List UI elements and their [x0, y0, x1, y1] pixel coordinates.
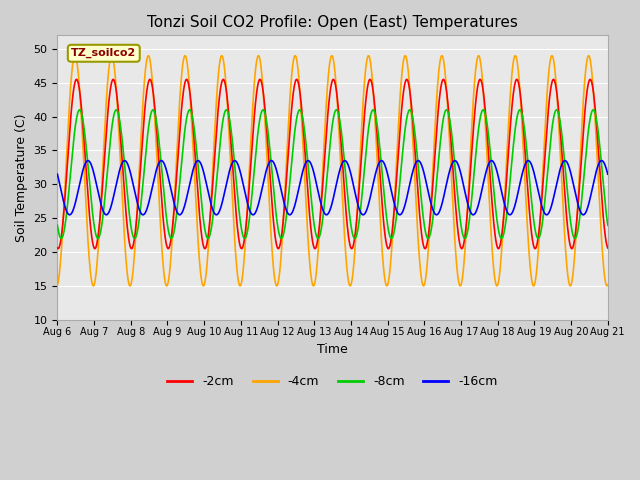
Legend: -2cm, -4cm, -8cm, -16cm: -2cm, -4cm, -8cm, -16cm: [163, 370, 502, 393]
X-axis label: Time: Time: [317, 343, 348, 356]
Text: TZ_soilco2: TZ_soilco2: [71, 48, 136, 59]
Y-axis label: Soil Temperature (C): Soil Temperature (C): [15, 113, 28, 242]
Title: Tonzi Soil CO2 Profile: Open (East) Temperatures: Tonzi Soil CO2 Profile: Open (East) Temp…: [147, 15, 518, 30]
